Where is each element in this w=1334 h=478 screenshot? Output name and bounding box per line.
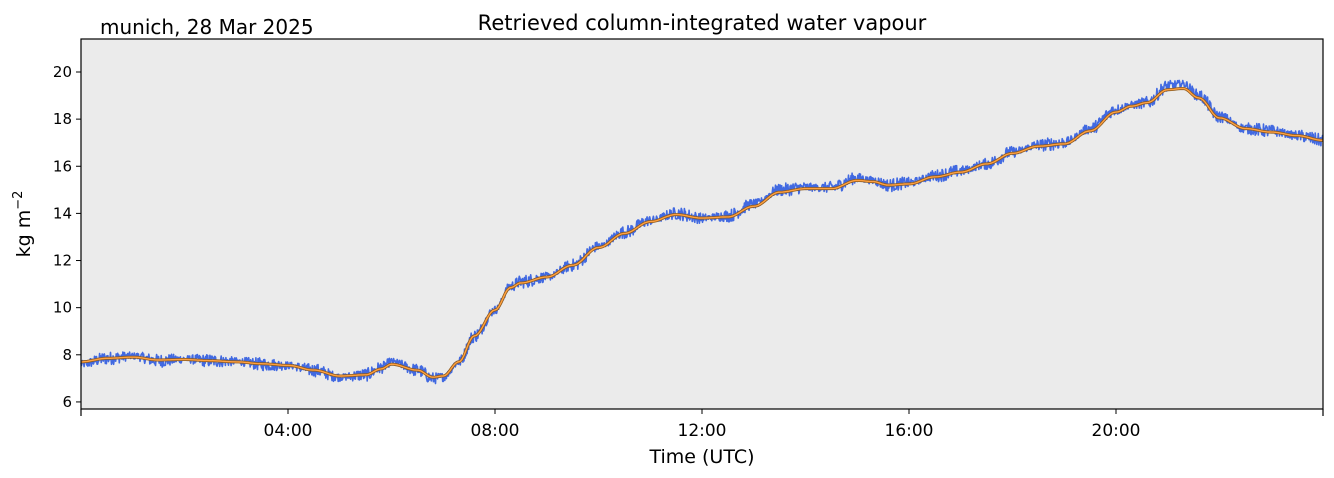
y-tick-label: 12: [53, 252, 72, 270]
y-axis-label-exponent: −2: [11, 191, 26, 210]
x-tick-label: 08:00: [471, 421, 520, 441]
y-tick-label: 8: [62, 346, 72, 364]
y-tick-label: 14: [53, 204, 72, 222]
y-tick-label: 6: [62, 393, 72, 411]
location-date-label: munich, 28 Mar 2025: [100, 15, 314, 39]
y-tick-label: 18: [53, 110, 72, 128]
chart-title: Retrieved column-integrated water vapour: [478, 11, 927, 35]
y-axis-label-main: kg m: [13, 210, 35, 258]
x-tick-label: 12:00: [678, 421, 727, 441]
x-tick-label: 16:00: [885, 421, 934, 441]
x-tick-label: 20:00: [1092, 421, 1141, 441]
smoothed-water-vapour-line: [80, 87, 1323, 378]
x-axis-ticks: 04:00 08:00 12:00 16:00 20:00: [80, 409, 1324, 441]
data-layer: [80, 79, 1324, 385]
y-axis-label: kg m−2: [11, 191, 35, 258]
y-tick-label: 20: [53, 63, 72, 81]
y-tick-label: 10: [53, 299, 72, 317]
x-axis-label: Time (UTC): [648, 446, 754, 468]
x-tick-label: 04:00: [264, 421, 313, 441]
plot-background: [81, 39, 1323, 409]
y-axis-ticks: 6 8 10 12 14 16 18 20: [53, 63, 81, 411]
y-tick-label: 16: [53, 157, 72, 175]
